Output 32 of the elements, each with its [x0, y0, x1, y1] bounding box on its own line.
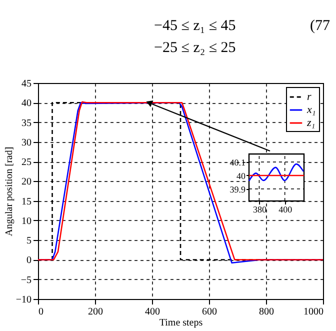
y-tick-label: 20	[22, 176, 32, 188]
text: −45 ≤ z₁ ≤ 45	[154, 18, 236, 34]
x-tick-label: 380	[252, 204, 267, 214]
y-tick-label: −5	[20, 274, 32, 286]
line-series	[248, 163, 304, 182]
y-tick-label: 5	[26, 236, 32, 247]
x-tick-label: 200	[88, 306, 103, 318]
y-axis-title: Angular position [rad]	[4, 146, 15, 236]
legend-label: z₁	[306, 117, 316, 129]
x-axis-title: Time steps	[159, 318, 203, 328]
x-tick-label: 400	[145, 306, 160, 318]
x-tick-label: 1000	[304, 306, 324, 318]
text: (77	[310, 18, 330, 34]
legend-label: r	[307, 91, 312, 103]
y-tick-label: 40.1	[230, 158, 246, 168]
y-tick-label: 30	[22, 137, 32, 148]
x-tick-label: 800	[259, 306, 274, 318]
y-tick-label: 45	[22, 78, 32, 90]
y-tick-label: 40	[22, 98, 32, 110]
text: −25 ≤ z₂ ≤ 25	[154, 40, 236, 56]
y-tick-label: 15	[22, 196, 32, 208]
x-tick-label: 600	[202, 306, 217, 318]
y-tick-label: 35	[22, 118, 32, 129]
y-tick-label: 39.9	[230, 184, 246, 194]
y-tick-label: 25	[22, 157, 32, 168]
x-tick-label: 400	[278, 204, 293, 214]
y-tick-label: 0	[26, 255, 32, 266]
x-tick-label: 0	[38, 306, 44, 318]
y-tick-label: 10	[22, 216, 32, 227]
y-tick-label: −10	[16, 294, 32, 306]
legend-label: x₁	[306, 104, 316, 116]
y-tick-label: 40	[236, 170, 246, 181]
